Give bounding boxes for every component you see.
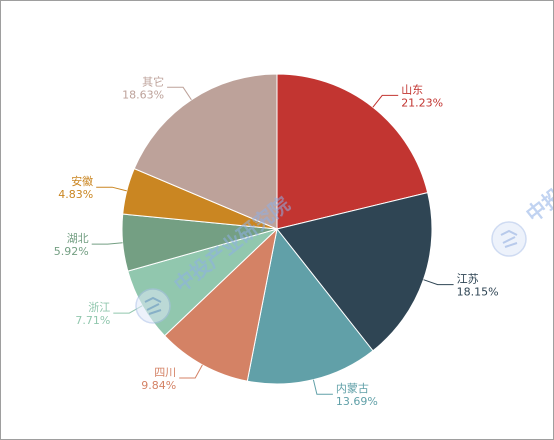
- slice-label-name-5: 湖北: [67, 232, 89, 245]
- slice-label-percent-6: 4.83%: [58, 188, 93, 201]
- slice-label-percent-4: 7.71%: [75, 314, 110, 327]
- leader-line-3: [179, 364, 203, 379]
- slice-label-percent-7: 18.63%: [122, 88, 164, 101]
- pie-slice-2[interactable]: [246, 227, 374, 385]
- leader-line-5: [91, 242, 123, 245]
- slice-label-percent-5: 5.92%: [54, 245, 89, 258]
- slice-label-name-0: 山东: [401, 83, 423, 96]
- slice-label-name-7: 其它: [142, 74, 164, 88]
- slice-label-percent-0: 21.23%: [401, 96, 443, 109]
- leader-line-1: [423, 279, 454, 286]
- slice-label-percent-3: 9.84%: [141, 379, 176, 392]
- pie-slice-3[interactable]: [163, 227, 278, 382]
- slice-label-name-3: 四川: [154, 366, 176, 379]
- pie-slice-1[interactable]: [276, 192, 433, 352]
- slice-label-percent-2: 13.69%: [336, 395, 378, 408]
- leader-line-6: [96, 186, 127, 192]
- slice-label-name-1: 江苏: [457, 273, 479, 286]
- slice-label-name-4: 浙江: [88, 301, 110, 314]
- slices-layer: [121, 73, 433, 385]
- slice-label-name-2: 内蒙古: [336, 381, 369, 395]
- leader-line-0: [372, 94, 399, 108]
- leader-line-2: [312, 379, 333, 395]
- watermark-text-edge: 中投产业研究院: [521, 122, 553, 227]
- watermark-logo-icon: [135, 288, 171, 324]
- leader-line-7: [167, 86, 192, 101]
- slice-label-name-6: 安徽: [71, 174, 93, 188]
- slice-label-percent-1: 18.15%: [457, 286, 499, 299]
- pie-slice-0[interactable]: [276, 73, 429, 230]
- watermark-logo-icon: [491, 221, 527, 257]
